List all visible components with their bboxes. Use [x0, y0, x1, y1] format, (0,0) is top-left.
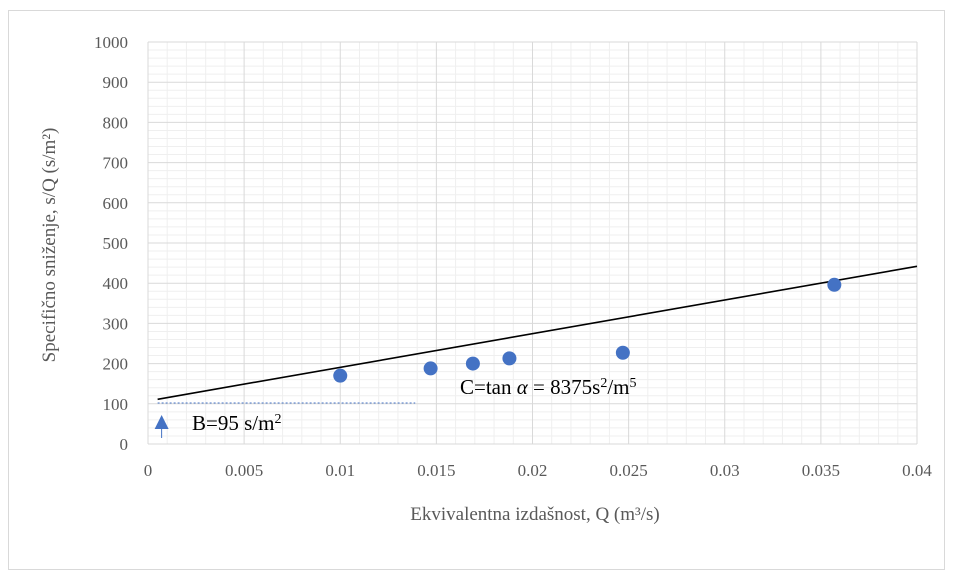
c-annotation-slash: /m	[607, 375, 629, 399]
trendline	[157, 265, 918, 401]
y-tick-label: 600	[103, 194, 129, 213]
b-annotation: B=95 s/m2	[192, 411, 281, 435]
c-annotation-mid: = 8375s	[528, 375, 601, 399]
x-axis-title: Ekvivalentna izdašnost, Q (m³/s)	[410, 504, 659, 525]
y-tick-label: 800	[103, 113, 129, 132]
x-tick-label: 0.035	[802, 461, 840, 480]
x-tick-label: 0	[144, 461, 153, 480]
y-tick-label: 1000	[94, 33, 128, 52]
intercept-marker	[154, 402, 416, 438]
x-tick-label: 0.015	[417, 461, 455, 480]
y-tick-label: 0	[120, 435, 129, 454]
y-axis-title: Specifično sniženje, s/Q (s/m²)	[39, 128, 60, 363]
x-tick-label: 0.04	[902, 461, 932, 480]
y-axis-ticks: 0 100 200 300 400 500 600 700 800 900 1000	[94, 33, 128, 454]
x-axis-ticks: 0 0.005 0.01 0.015 0.02 0.025 0.03 0.035 0.04	[144, 461, 933, 480]
data-point	[827, 277, 842, 292]
y-tick-label: 700	[103, 154, 129, 173]
y-tick-label: 300	[103, 314, 129, 333]
data-point	[333, 368, 348, 383]
c-annotation-sup1: 2	[600, 376, 607, 391]
data-point	[465, 356, 480, 371]
b-annotation-text: B=95 s/m	[192, 411, 274, 435]
x-tick-label: 0.03	[710, 461, 740, 480]
x-tick-label: 0.01	[325, 461, 355, 480]
y-tick-label: 900	[103, 73, 129, 92]
x-tick-label: 0.02	[518, 461, 548, 480]
y-tick-label: 100	[103, 395, 129, 414]
b-annotation-sup: 2	[274, 412, 281, 427]
data-point	[423, 361, 438, 376]
data-points	[333, 277, 842, 383]
y-tick-label: 200	[103, 355, 129, 374]
c-annotation-alpha: α	[517, 375, 529, 399]
chart-frame	[8, 10, 945, 570]
data-point	[502, 351, 517, 366]
major-gridlines	[147, 41, 918, 445]
c-annotation-prefix: C=tan	[460, 375, 517, 399]
x-tick-label: 0.005	[225, 461, 263, 480]
data-point	[615, 345, 630, 360]
c-annotation-sup2: 5	[629, 376, 636, 391]
x-tick-label: 0.025	[610, 461, 648, 480]
trendline-segment	[157, 265, 918, 401]
y-tick-label: 400	[103, 274, 129, 293]
intercept-arrow-head	[154, 414, 169, 429]
y-tick-label: 500	[103, 234, 129, 253]
c-annotation: C=tan α = 8375s2/m5	[460, 375, 636, 399]
